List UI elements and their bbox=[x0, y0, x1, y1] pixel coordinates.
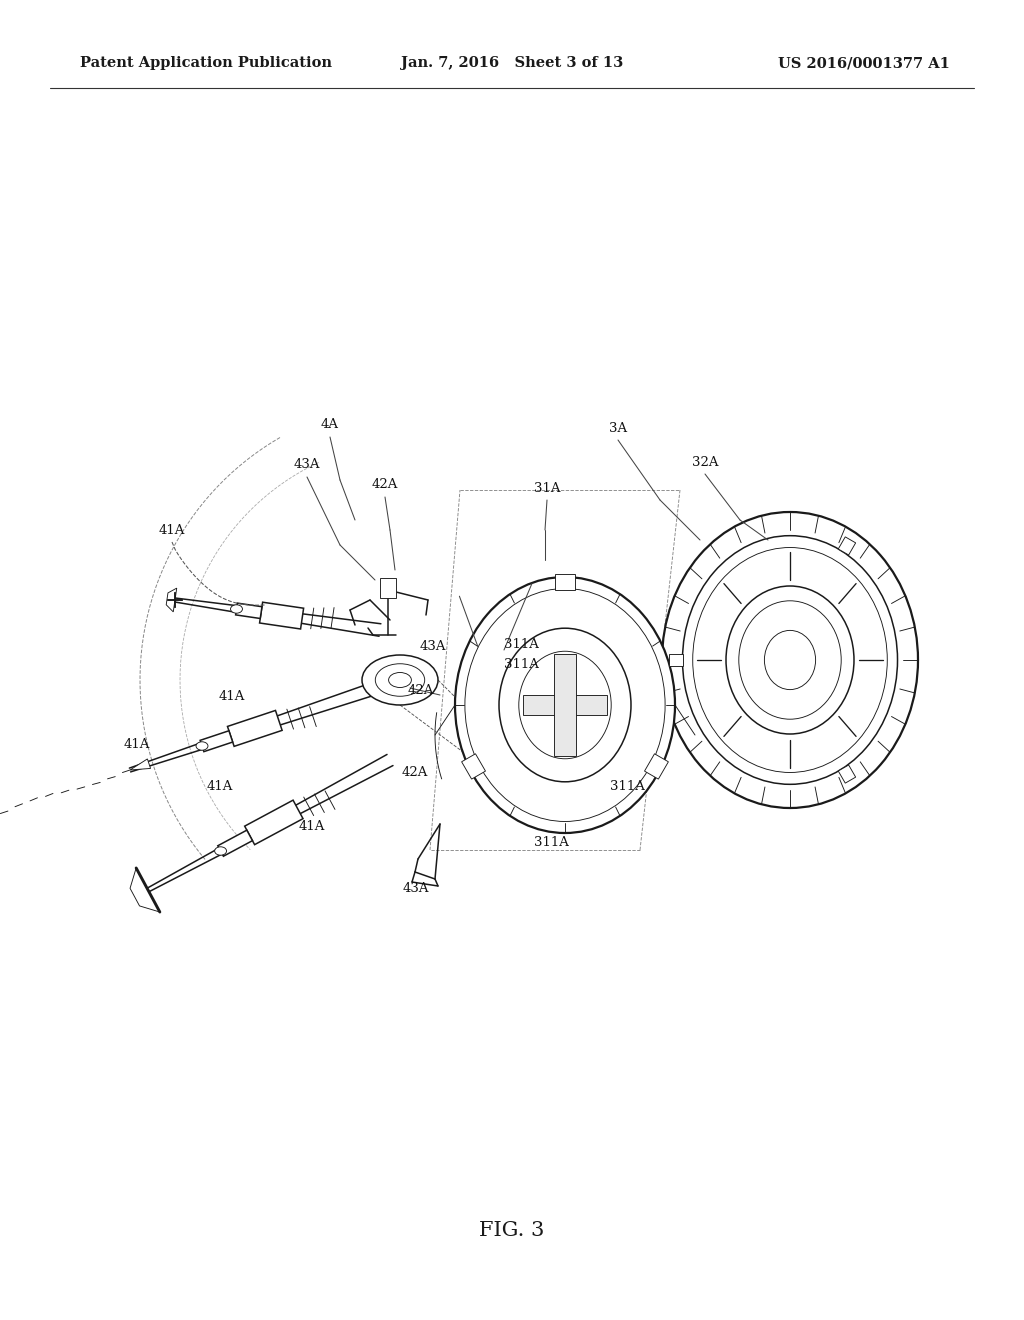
Ellipse shape bbox=[519, 651, 611, 759]
Polygon shape bbox=[554, 653, 575, 756]
Polygon shape bbox=[130, 869, 160, 912]
Polygon shape bbox=[130, 759, 151, 770]
Text: 41A: 41A bbox=[207, 780, 233, 792]
Polygon shape bbox=[839, 537, 856, 554]
Polygon shape bbox=[380, 578, 396, 598]
Ellipse shape bbox=[455, 577, 675, 833]
Polygon shape bbox=[644, 754, 669, 779]
Polygon shape bbox=[227, 710, 283, 746]
Polygon shape bbox=[166, 589, 177, 612]
Text: 42A: 42A bbox=[401, 766, 428, 779]
Text: 43A: 43A bbox=[294, 458, 321, 471]
Text: 41A: 41A bbox=[159, 524, 185, 536]
Polygon shape bbox=[218, 830, 253, 857]
Text: 311A: 311A bbox=[534, 836, 568, 849]
Text: 311A: 311A bbox=[504, 659, 539, 672]
Ellipse shape bbox=[662, 512, 918, 808]
Text: 43A: 43A bbox=[420, 640, 446, 653]
Ellipse shape bbox=[196, 742, 208, 750]
Ellipse shape bbox=[215, 847, 226, 855]
Ellipse shape bbox=[362, 655, 438, 705]
Polygon shape bbox=[200, 731, 232, 751]
Text: 311A: 311A bbox=[610, 780, 645, 792]
Ellipse shape bbox=[726, 586, 854, 734]
Polygon shape bbox=[523, 694, 607, 715]
Text: 32A: 32A bbox=[692, 455, 718, 469]
Text: 41A: 41A bbox=[124, 738, 150, 751]
Text: Patent Application Publication: Patent Application Publication bbox=[80, 57, 332, 70]
Text: 31A: 31A bbox=[534, 482, 560, 495]
Text: 311A: 311A bbox=[504, 638, 539, 651]
Ellipse shape bbox=[499, 628, 631, 781]
Polygon shape bbox=[669, 653, 683, 667]
Ellipse shape bbox=[764, 631, 815, 689]
Ellipse shape bbox=[388, 672, 412, 688]
Polygon shape bbox=[555, 574, 575, 590]
Text: Jan. 7, 2016   Sheet 3 of 13: Jan. 7, 2016 Sheet 3 of 13 bbox=[400, 57, 624, 70]
Text: 41A: 41A bbox=[219, 690, 245, 704]
Polygon shape bbox=[236, 603, 262, 619]
Text: 41A: 41A bbox=[299, 820, 326, 833]
Polygon shape bbox=[462, 754, 485, 779]
Text: 42A: 42A bbox=[372, 479, 398, 491]
Ellipse shape bbox=[682, 536, 897, 784]
Text: 4A: 4A bbox=[321, 418, 339, 432]
Ellipse shape bbox=[376, 664, 425, 696]
Ellipse shape bbox=[692, 548, 887, 772]
Polygon shape bbox=[839, 766, 856, 783]
Text: 43A: 43A bbox=[402, 882, 429, 895]
Polygon shape bbox=[245, 800, 303, 845]
Ellipse shape bbox=[230, 605, 243, 614]
Text: 3A: 3A bbox=[609, 421, 627, 434]
Text: 42A: 42A bbox=[408, 684, 434, 697]
Polygon shape bbox=[259, 602, 304, 630]
Ellipse shape bbox=[738, 601, 841, 719]
Text: US 2016/0001377 A1: US 2016/0001377 A1 bbox=[778, 57, 950, 70]
Text: FIG. 3: FIG. 3 bbox=[479, 1221, 545, 1239]
